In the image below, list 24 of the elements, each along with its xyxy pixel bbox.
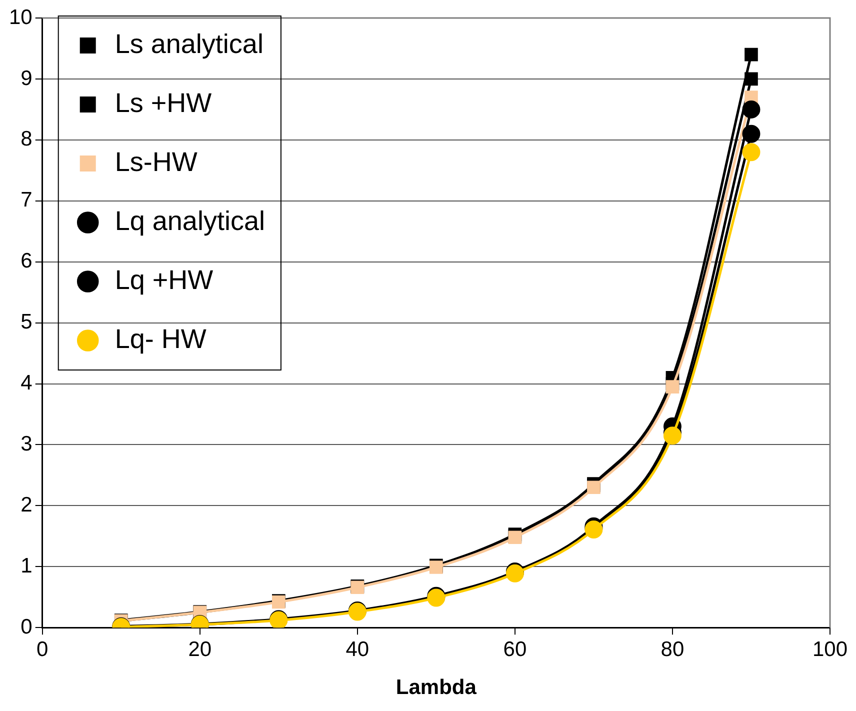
y-tick-label: 10 [9,6,32,29]
x-tick-label: 20 [188,638,212,661]
x-axis-title: Lambda [396,676,477,700]
y-tick-label: 7 [20,188,32,212]
legend-label: Lq analytical [114,206,265,236]
x-tick-label: 40 [346,638,370,661]
y-tick-label: 4 [20,372,33,395]
legend-label: Ls analytical [114,28,264,59]
legend-label: Lq- HW [114,324,207,354]
x-tick-label: 100 [812,638,848,661]
x-tick-label: 60 [503,638,527,661]
y-tick-label: 6 [20,250,32,273]
y-tick-label: 2 [20,493,32,516]
y-tick-label: 5 [20,310,32,334]
y-tick-label: 9 [20,66,32,90]
x-tick-label: 80 [660,638,684,661]
y-tick-label: 1 [20,554,32,578]
legend-label: Ls-HW [114,146,198,177]
x-tick-label: 0 [36,638,48,661]
legend-label: Ls +HW [114,88,212,118]
y-tick-label: 8 [20,128,32,151]
y-tick-label: 0 [20,615,32,638]
legend-label: Lq +HW [114,264,214,295]
y-tick-label: 3 [20,432,32,456]
